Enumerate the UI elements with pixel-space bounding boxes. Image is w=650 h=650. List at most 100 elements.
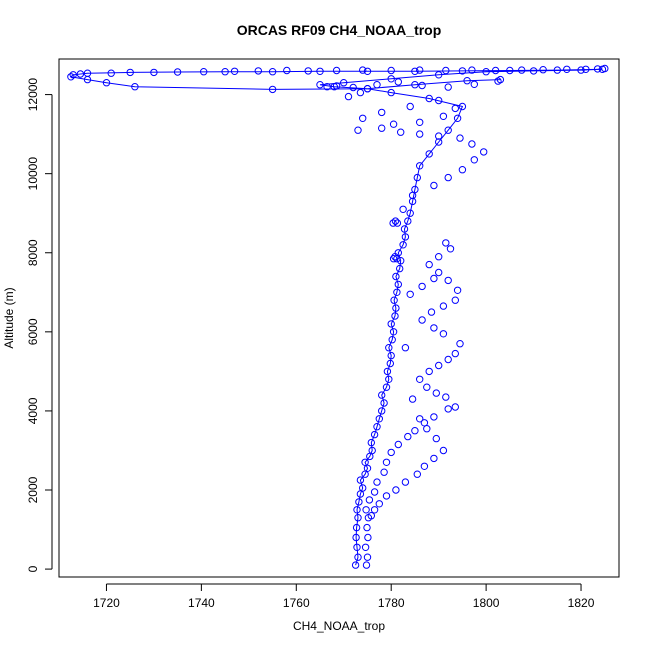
chart-title: ORCAS RF09 CH4_NOAA_trop — [237, 22, 442, 38]
x-tick-label: 1740 — [188, 596, 215, 610]
data-point — [385, 344, 393, 352]
data-point — [480, 148, 488, 156]
data-point — [387, 75, 395, 83]
data-point — [361, 458, 369, 466]
data-point — [380, 399, 388, 407]
data-point — [386, 359, 394, 368]
data-point — [67, 73, 75, 81]
x-tick-label: 1800 — [473, 596, 500, 610]
x-axis: 1720 1740 1760 1780 1800 1820 — [93, 583, 595, 610]
data-point — [444, 173, 452, 182]
data-point — [399, 205, 407, 214]
data-point — [382, 492, 391, 500]
data-point — [356, 476, 365, 484]
data-point — [442, 393, 450, 401]
data-point — [361, 543, 370, 551]
data-point — [458, 67, 467, 75]
data-point — [430, 274, 438, 283]
data-point — [283, 66, 291, 75]
data-point — [416, 415, 424, 423]
data-point — [425, 150, 433, 158]
y-axis: 0 2000 4000 6000 8000 10000 12000 — [26, 78, 53, 572]
data-point — [416, 130, 424, 138]
data-point — [444, 405, 452, 413]
data-point — [453, 286, 462, 294]
data-point — [340, 79, 348, 87]
data-point — [506, 66, 514, 75]
data-point — [363, 523, 371, 532]
data-point — [529, 67, 538, 75]
data-point — [173, 68, 182, 76]
plot-frame — [58, 58, 620, 578]
data-point — [418, 316, 426, 324]
data-point — [393, 288, 401, 296]
y-tick-label: 0 — [26, 565, 40, 572]
data-point — [382, 383, 391, 391]
data-point — [352, 523, 361, 532]
data-point — [601, 64, 609, 73]
data-point — [378, 124, 386, 132]
data-point — [468, 140, 476, 148]
data-point — [375, 415, 383, 423]
data-point — [389, 120, 398, 128]
data-point — [387, 351, 395, 360]
y-tick-label: 8000 — [26, 239, 40, 266]
data-point — [389, 255, 398, 263]
data-point — [411, 81, 419, 89]
data-point — [470, 80, 478, 89]
data-point — [432, 434, 440, 443]
points-layer — [67, 64, 609, 569]
data-point — [458, 166, 467, 174]
data-point — [563, 65, 571, 74]
data-point — [577, 66, 585, 74]
x-tick-label: 1820 — [568, 596, 595, 610]
data-point — [323, 83, 331, 91]
data-point — [439, 302, 448, 310]
data-point — [392, 304, 400, 312]
data-point — [362, 561, 371, 569]
data-point — [444, 83, 452, 91]
data-point — [423, 425, 431, 433]
data-point — [367, 438, 375, 447]
data-point — [401, 233, 410, 241]
data-point — [411, 427, 419, 435]
data-point — [353, 543, 361, 551]
data-point — [442, 239, 450, 247]
data-point — [404, 217, 412, 225]
data-point — [430, 454, 438, 463]
data-point — [427, 308, 436, 316]
data-point — [416, 118, 424, 127]
data-point — [370, 506, 379, 514]
data-point — [435, 71, 443, 79]
data-point — [435, 96, 443, 105]
data-point — [430, 181, 438, 190]
data-point — [370, 488, 379, 496]
data-point — [420, 462, 429, 470]
data-point — [69, 71, 77, 79]
y-tick-label: 12000 — [26, 78, 40, 112]
data-point — [304, 67, 312, 75]
data-point — [387, 320, 395, 328]
data-point — [553, 66, 561, 74]
data-point — [200, 68, 208, 76]
data-point — [430, 413, 438, 421]
data-point — [375, 500, 383, 508]
data-point — [401, 344, 410, 352]
data-point — [363, 67, 372, 76]
data-point — [425, 94, 433, 103]
data-point — [107, 69, 115, 77]
data-point — [435, 361, 443, 370]
data-point — [406, 290, 414, 298]
data-point — [131, 83, 139, 91]
data-point — [430, 324, 438, 332]
data-point — [406, 102, 414, 111]
data-point — [404, 432, 412, 441]
data-point — [470, 156, 478, 164]
data-point — [411, 67, 419, 76]
data-point — [439, 330, 448, 338]
data-point — [390, 296, 398, 304]
y-tick-label: 2000 — [26, 476, 40, 503]
data-point — [354, 514, 362, 522]
